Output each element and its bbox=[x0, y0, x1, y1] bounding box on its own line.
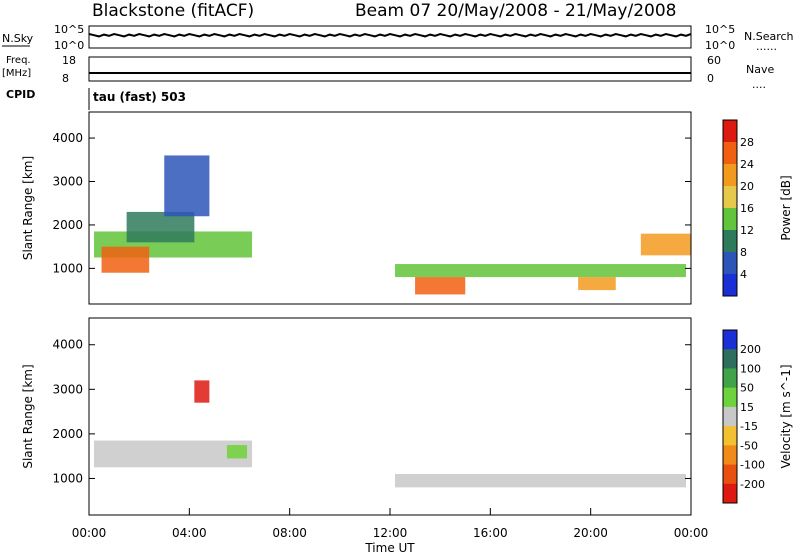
y-tick-label: 3000 bbox=[52, 175, 83, 189]
nsearch-legend: ...... bbox=[756, 40, 777, 53]
data-region bbox=[395, 264, 686, 278]
colorbar-segment bbox=[723, 387, 737, 408]
colorbar-segment bbox=[723, 186, 737, 209]
colorbar-segment bbox=[723, 230, 737, 253]
data-region bbox=[640, 233, 691, 256]
colorbar-segment bbox=[723, 142, 737, 165]
colorbar-segment bbox=[723, 120, 737, 143]
nsky-tick-top: 10^5 bbox=[54, 23, 84, 36]
x-tick-label: 16:00 bbox=[473, 526, 508, 540]
nsky-strip-frame bbox=[88, 25, 692, 49]
colorbar-tick-label: 8 bbox=[740, 246, 747, 259]
colorbar-segment bbox=[723, 349, 737, 369]
x-tick-label: 00:00 bbox=[72, 526, 107, 540]
colorbar-tick-label: 28 bbox=[740, 136, 754, 149]
x-axis-label: Time UT bbox=[364, 541, 415, 554]
colorbar-tick-label: -15 bbox=[740, 420, 758, 433]
nave-legend: .... bbox=[752, 78, 766, 91]
nsky-tick-bottom: 10^0 bbox=[54, 39, 84, 52]
panel-frame bbox=[88, 111, 692, 305]
data-region bbox=[126, 211, 195, 243]
station-title: Blackstone (fitACF) bbox=[92, 1, 254, 21]
cpid-value: tau (fast) 503 bbox=[93, 90, 186, 104]
y-tick-label: 2000 bbox=[52, 427, 83, 441]
x-tick-label: 04:00 bbox=[172, 526, 207, 540]
data-region bbox=[194, 380, 210, 403]
nsearch-tick-bottom: 10^0 bbox=[705, 39, 735, 52]
data-region bbox=[164, 155, 210, 217]
velocity-panel: 1000 2000 3000 4000 Slant Range [km] 200 100 50… bbox=[21, 317, 793, 516]
data-region bbox=[226, 445, 248, 459]
nsky-trace bbox=[88, 32, 692, 38]
freq-tick-top: 18 bbox=[62, 54, 76, 67]
colorbar-tick-label: 50 bbox=[740, 382, 754, 395]
colorbar-segment bbox=[723, 464, 737, 485]
colorbar-tick-label: -200 bbox=[740, 478, 765, 491]
data-region bbox=[94, 440, 253, 468]
y-axis-label: Slant Range [km] bbox=[21, 156, 35, 260]
freq-strip-frame bbox=[88, 56, 692, 82]
colorbar-segment bbox=[723, 406, 737, 427]
data-region bbox=[578, 277, 616, 291]
nsearch-tick-top: 10^5 bbox=[705, 23, 735, 36]
colorbar-segment bbox=[723, 445, 737, 466]
x-tick-label: 08:00 bbox=[272, 526, 307, 540]
colorbar-tick-label: 12 bbox=[740, 224, 754, 237]
data-region bbox=[395, 473, 686, 488]
colorbar-tick-label: 20 bbox=[740, 180, 754, 193]
colorbar-segment bbox=[723, 164, 737, 187]
colorbar-segment bbox=[723, 483, 737, 504]
time-axis: 00:00 04:00 08:00 12:00 16:00 20:00 00:00 bbox=[72, 508, 709, 540]
beam-date-title: Beam 07 20/May/2008 - 21/May/2008 bbox=[355, 1, 676, 21]
colorbar-tick-label: 15 bbox=[740, 401, 754, 414]
colorbar-segment bbox=[723, 368, 737, 389]
colorbar-segment bbox=[723, 252, 737, 275]
colorbar-label: Power [dB] bbox=[779, 175, 793, 240]
freq-label: Freq. bbox=[6, 55, 31, 66]
colorbar-tick-label: -100 bbox=[740, 459, 765, 472]
x-tick-label: 12:00 bbox=[373, 526, 408, 540]
colorbar-segment bbox=[723, 208, 737, 231]
x-tick-label: 20:00 bbox=[573, 526, 608, 540]
nave-tick-top: 60 bbox=[707, 54, 721, 67]
colorbar-tick-label: 200 bbox=[740, 343, 761, 356]
cpid-label: CPID bbox=[6, 88, 35, 101]
colorbar-tick-label: 4 bbox=[740, 268, 747, 281]
power-panel: 1000 2000 3000 4000 Slant Range [km] 4 8 12 16 20… bbox=[21, 111, 793, 305]
colorbar-segment bbox=[723, 426, 737, 446]
y-tick-label: 4000 bbox=[52, 131, 83, 145]
freq-tick-bottom: 8 bbox=[62, 72, 69, 85]
data-region bbox=[415, 277, 466, 295]
y-tick-label: 2000 bbox=[52, 218, 83, 232]
nsky-label: N.Sky bbox=[2, 32, 34, 45]
y-tick-label: 1000 bbox=[52, 471, 83, 485]
x-tick-label: 00:00 bbox=[674, 526, 709, 540]
freq-unit: [MHz] bbox=[2, 68, 31, 79]
colorbar-tick-label: 24 bbox=[740, 158, 754, 171]
y-tick-label: 4000 bbox=[52, 338, 83, 352]
colorbar-tick-label: 100 bbox=[740, 362, 761, 375]
colorbar-label: Velocity [m s^-1] bbox=[779, 364, 793, 468]
data-region bbox=[101, 246, 150, 273]
y-tick-label: 3000 bbox=[52, 382, 83, 396]
nsearch-label: N.Search bbox=[744, 30, 794, 43]
colorbar-frame bbox=[722, 329, 738, 504]
colorbar-segment bbox=[723, 330, 737, 350]
colorbar-segment bbox=[723, 274, 737, 297]
colorbar-tick-label: -50 bbox=[740, 439, 758, 452]
nave-label: Nave bbox=[746, 63, 774, 76]
y-tick-label: 1000 bbox=[52, 261, 83, 275]
nave-tick-bottom: 0 bbox=[707, 72, 714, 85]
colorbar-frame bbox=[722, 119, 738, 297]
y-axis-label: Slant Range [km] bbox=[21, 364, 35, 468]
colorbar-tick-label: 16 bbox=[740, 202, 754, 215]
